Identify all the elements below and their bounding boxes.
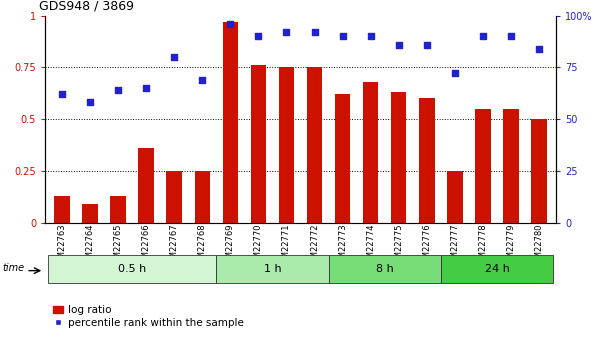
Point [338, 33, 347, 39]
Point [422, 42, 432, 47]
Bar [111, 196, 126, 223]
Point [141, 85, 151, 91]
Text: 24 h: 24 h [484, 264, 510, 274]
Point [478, 33, 488, 39]
Text: GSM22769: GSM22769 [226, 223, 235, 269]
Legend: log ratio, percentile rank within the sample: log ratio, percentile rank within the sa… [49, 301, 248, 332]
Point [506, 33, 516, 39]
Bar [391, 92, 406, 223]
Text: GSM22772: GSM22772 [310, 223, 319, 269]
Text: GSM22764: GSM22764 [85, 223, 94, 269]
Point [254, 33, 263, 39]
Text: GSM22775: GSM22775 [394, 223, 403, 269]
Text: GSM22767: GSM22767 [169, 223, 178, 269]
Bar [48, 255, 216, 283]
Text: GSM22765: GSM22765 [114, 223, 123, 269]
Text: GDS948 / 3869: GDS948 / 3869 [39, 0, 134, 12]
Bar [279, 67, 294, 223]
Text: GSM22770: GSM22770 [254, 223, 263, 269]
Point [366, 33, 376, 39]
Bar [363, 82, 379, 223]
Text: 1 h: 1 h [264, 264, 281, 274]
Point [57, 91, 67, 97]
Text: GSM22779: GSM22779 [507, 223, 516, 269]
Text: GSM22766: GSM22766 [142, 223, 151, 269]
Text: 0.5 h: 0.5 h [118, 264, 146, 274]
Bar [166, 171, 182, 223]
Bar [54, 196, 70, 223]
Point [198, 77, 207, 82]
Text: GSM22780: GSM22780 [534, 223, 543, 269]
Bar [251, 65, 266, 223]
Bar [447, 171, 463, 223]
Text: 8 h: 8 h [376, 264, 394, 274]
Text: time: time [2, 263, 25, 273]
Bar [335, 94, 350, 223]
Point [113, 87, 123, 93]
Text: GSM22778: GSM22778 [478, 223, 487, 269]
Text: GSM22773: GSM22773 [338, 223, 347, 269]
Bar [531, 119, 547, 223]
Text: GSM22774: GSM22774 [366, 223, 375, 269]
Text: GSM22776: GSM22776 [423, 223, 432, 269]
Bar [419, 98, 435, 223]
Point [310, 29, 319, 35]
Bar [82, 204, 98, 223]
Bar [138, 148, 154, 223]
Bar [195, 171, 210, 223]
Point [225, 21, 235, 27]
Bar [222, 22, 238, 223]
Bar [216, 255, 329, 283]
Text: GSM22763: GSM22763 [58, 223, 67, 269]
Text: GSM22768: GSM22768 [198, 223, 207, 269]
Point [85, 100, 95, 105]
Point [534, 46, 544, 51]
Text: GSM22777: GSM22777 [450, 223, 459, 269]
Bar [329, 255, 441, 283]
Point [394, 42, 403, 47]
Bar [503, 109, 519, 223]
Point [282, 29, 291, 35]
Bar [307, 67, 322, 223]
Bar [475, 109, 490, 223]
Bar [441, 255, 553, 283]
Point [169, 54, 179, 60]
Text: GSM22771: GSM22771 [282, 223, 291, 269]
Point [450, 71, 460, 76]
